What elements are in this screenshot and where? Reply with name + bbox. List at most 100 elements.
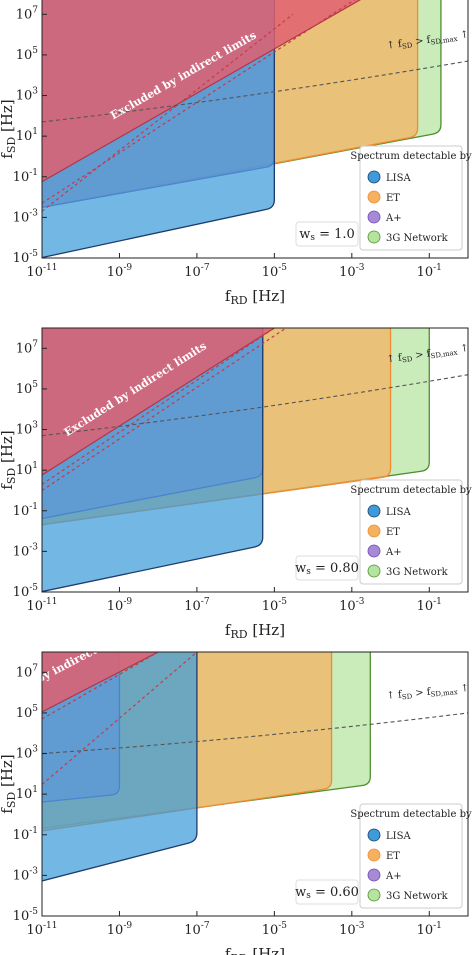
- legend-label: LISA: [386, 831, 411, 842]
- y-tick-label: 105: [16, 380, 39, 397]
- x-tick-label: 10-5: [262, 921, 288, 938]
- legend-swatch-et: [367, 190, 381, 204]
- x-tick-label: 10-7: [184, 597, 210, 614]
- legend-swatch-3g-network: [367, 230, 381, 244]
- dashed-curve-annotation: ↑ fSD > fSD,max ↑: [386, 29, 470, 52]
- dashed-curve-annotation: ↑ fSD > fSD,max ↑: [386, 343, 470, 366]
- y-axis-label: fSD [Hz]: [0, 99, 18, 158]
- legend-label: LISA: [386, 507, 411, 518]
- dotted-curve-2: [42, 0, 356, 204]
- legend-swatch-et: [367, 848, 381, 862]
- param-label-box: [295, 221, 359, 247]
- x-ticks: 10-11 10-9 10-7 10-5 10-3 10-1: [26, 587, 442, 614]
- x-tick-label: 10-3: [339, 263, 365, 280]
- x-tick-label: 10-9: [107, 597, 133, 614]
- legend: Spectrum detectable by LISA ET A+ 3G Network: [350, 145, 472, 251]
- y-tick-label: 10-3: [13, 542, 39, 559]
- legend-swatch-a-: [367, 544, 381, 558]
- param-label: ws = 0.80: [295, 561, 359, 577]
- legend-box: [359, 145, 463, 251]
- x-tick-label: 10-11: [26, 597, 57, 614]
- x-tick-label: 10-7: [184, 263, 210, 280]
- dashed-curve-annotation: ↑ fSD > fSD,max ↑: [386, 683, 470, 703]
- legend-label: LISA: [386, 173, 411, 184]
- legend-swatch-a-: [367, 210, 381, 224]
- dotted-curve-2: [42, 328, 275, 485]
- y-tick-label: 107: [16, 663, 39, 680]
- legend-box: [359, 803, 463, 909]
- legend-swatch-lisa: [367, 170, 381, 184]
- x-tick-label: 10-5: [262, 263, 288, 280]
- x-axis-label: fRD [Hz]: [225, 621, 285, 641]
- plot-area: Excluded by indirect limits↑ fSD > fSD,m…: [42, 0, 470, 258]
- y-tick-label: 103: [16, 745, 39, 762]
- legend-swatch-lisa: [367, 504, 381, 518]
- y-tick-label: 10-5: [13, 249, 39, 266]
- y-tick-label: 10-1: [13, 502, 38, 519]
- y-tick-label: 107: [16, 5, 39, 22]
- legend: Spectrum detectable by LISA ET A+ 3G Network: [350, 479, 472, 585]
- legend-swatch-lisa: [367, 828, 381, 842]
- dotted-curve-1: [42, 652, 159, 720]
- x-ticks: 10-11 10-9 10-7 10-5 10-3 10-1: [26, 911, 442, 938]
- y-tick-label: 10-3: [13, 208, 39, 225]
- x-tick-label: 10-1: [417, 921, 442, 938]
- y-tick-label: 107: [16, 339, 39, 356]
- dotted-curve-1: [42, 328, 287, 491]
- chart-panel-3: Excluded by indirect limits↑ fSD > fSD,m…: [0, 651, 472, 955]
- legend-title: Spectrum detectable by: [350, 809, 472, 820]
- param-label: ws = 1.0: [299, 227, 355, 243]
- x-tick-label: 10-11: [26, 921, 57, 938]
- y-axis-label: fSD [Hz]: [0, 754, 18, 813]
- x-axis-label: fRD [Hz]: [225, 287, 285, 307]
- y-tick-label: 103: [16, 87, 39, 104]
- legend-swatch-3g-network: [367, 564, 381, 578]
- y-tick-label: 10-5: [13, 907, 39, 924]
- axes-frame: [41, 0, 469, 259]
- legend-label: A+: [385, 871, 402, 882]
- legend-label: 3G Network: [386, 233, 449, 244]
- y-tick-label: 10-1: [13, 168, 38, 185]
- plot-area: Excluded by indirect limits↑ fSD > fSD,m…: [42, 652, 470, 882]
- legend-label: A+: [385, 547, 402, 558]
- param-label: ws = 0.60: [295, 885, 359, 901]
- legend-title: Spectrum detectable by: [350, 151, 472, 162]
- y-tick-label: 10-3: [13, 866, 39, 883]
- region-lisa: [42, 652, 198, 882]
- x-tick-label: 10-3: [339, 921, 365, 938]
- param-label-box: [295, 879, 359, 905]
- legend-label: 3G Network: [386, 567, 449, 578]
- dotted-curve-2: [42, 652, 198, 785]
- legend-label: ET: [386, 851, 400, 862]
- x-tick-label: 10-9: [107, 921, 133, 938]
- x-tick-label: 10-7: [184, 921, 210, 938]
- dashed-curve: [42, 374, 468, 437]
- x-tick-label: 10-9: [107, 263, 133, 280]
- x-tick-label: 10-1: [417, 263, 442, 280]
- legend-swatch-et: [367, 524, 381, 538]
- y-tick-label: 101: [16, 127, 38, 144]
- excluded-region: [42, 652, 159, 713]
- legend-title: Spectrum detectable by: [350, 485, 472, 496]
- legend: Spectrum detectable by LISA ET A+ 3G Network: [350, 803, 472, 909]
- axes-frame: [41, 327, 469, 593]
- y-axis-label: fSD [Hz]: [0, 430, 18, 489]
- dashed-curve: [42, 60, 468, 123]
- plot-area: Excluded by indirect limits↑ fSD > fSD,m…: [42, 328, 470, 592]
- x-tick-label: 10-5: [262, 597, 288, 614]
- x-tick-label: 10-1: [417, 597, 442, 614]
- legend-label: ET: [386, 193, 400, 204]
- dotted-curve-1: [42, 13, 294, 212]
- y-tick-label: 105: [16, 704, 39, 721]
- y-tick-label: 101: [16, 461, 38, 478]
- legend-swatch-a-: [367, 868, 381, 882]
- y-tick-label: 10-1: [13, 826, 38, 843]
- legend-box: [359, 479, 463, 585]
- x-tick-label: 10-3: [339, 597, 365, 614]
- chart-panel-2: Excluded by indirect limits ↑ fSD > fSD,m…: [0, 327, 472, 641]
- legend-label: ET: [386, 527, 400, 538]
- axes-frame: [41, 651, 469, 917]
- y-tick-label: 101: [16, 785, 38, 802]
- x-axis-label: fRD [Hz]: [225, 945, 285, 955]
